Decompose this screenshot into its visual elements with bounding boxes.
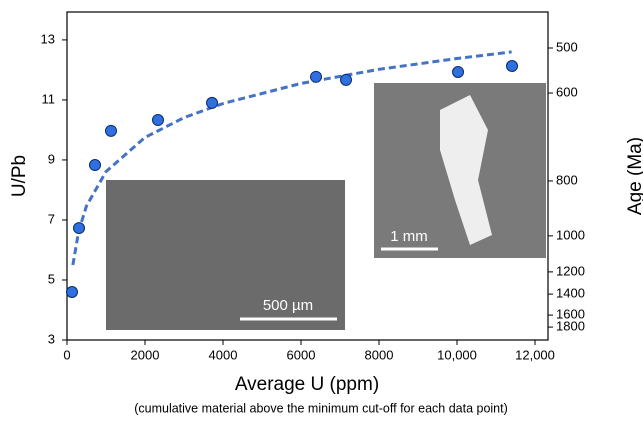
data-point xyxy=(452,66,465,79)
x-tick-label: 4000 xyxy=(209,347,238,362)
y-tick-label: 9 xyxy=(48,151,55,166)
x-tick-label: 2000 xyxy=(131,347,160,362)
x-tick-label: 0 xyxy=(63,347,70,362)
data-point xyxy=(73,222,86,235)
y-axis-label: U/Pb xyxy=(9,155,30,197)
y2-tick-label: 1400 xyxy=(556,286,585,301)
y-tick-label: 13 xyxy=(41,31,55,46)
y2-tick-label: 1000 xyxy=(556,227,585,242)
y2-tick-label: 500 xyxy=(556,39,578,54)
data-point xyxy=(104,124,117,137)
y-tick-label: 7 xyxy=(48,211,55,226)
y-tick-label: 11 xyxy=(42,91,56,106)
x-tick-label: 12,000 xyxy=(515,347,555,362)
y2-tick-label: 600 xyxy=(556,84,578,99)
y-tick-label: 5 xyxy=(48,271,55,286)
data-point xyxy=(506,60,519,73)
scale-label: 1 mm xyxy=(390,228,428,245)
data-point xyxy=(65,285,78,298)
data-point xyxy=(151,114,164,127)
plot-frame xyxy=(66,11,549,341)
scale-label: 500 µm xyxy=(263,297,313,314)
x-tick-label: 6000 xyxy=(287,347,316,362)
note: (cumulative material above the minimum c… xyxy=(134,401,508,415)
data-point xyxy=(310,70,323,83)
data-point xyxy=(89,159,102,172)
data-point xyxy=(340,73,353,86)
micrograph-inset xyxy=(106,180,345,330)
x-axis-label: Average U (ppm) xyxy=(235,374,379,395)
fit-curve xyxy=(71,50,512,266)
y-tick-label: 3 xyxy=(48,331,55,346)
x-tick-label: 8000 xyxy=(365,347,394,362)
y2-tick-label: 1800 xyxy=(556,319,585,334)
data-point xyxy=(206,96,219,109)
y2-tick-label: 1600 xyxy=(556,307,585,322)
y2-axis-label: Age (Ma) xyxy=(625,137,643,215)
bright-grain xyxy=(440,95,492,245)
x-tick-label: 10,000 xyxy=(437,347,477,362)
y2-tick-label: 1200 xyxy=(556,263,585,278)
y2-tick-label: 800 xyxy=(556,172,578,187)
